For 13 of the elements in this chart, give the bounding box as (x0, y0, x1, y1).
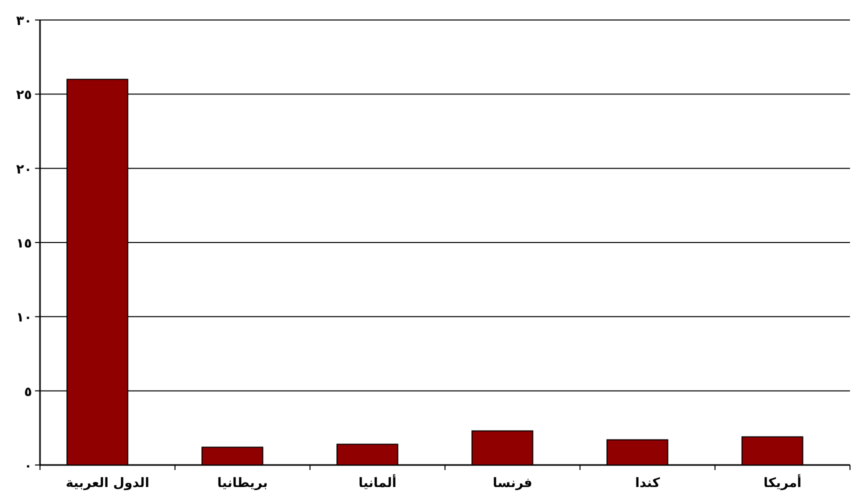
x-tick-label: فرنسا (492, 476, 532, 491)
x-tick-label: الدول العربية (66, 476, 150, 491)
x-tick-label: كندا (635, 476, 660, 491)
x-tick-label: أمريكا (764, 474, 802, 491)
y-tick-label: ١٠ (16, 310, 32, 326)
y-tick-label: ٢٠ (16, 162, 32, 178)
y-tick-label: ٢٥ (16, 88, 32, 104)
y-tick-label: ٥ (24, 384, 32, 400)
y-tick-label: ٠ (24, 459, 32, 474)
y-tick-label: ١٥ (16, 236, 32, 252)
x-tick-label: بريطانيا (217, 476, 268, 491)
x-tick-label: ألمانيا (358, 474, 397, 491)
y-tick-label: ٣٠ (16, 14, 32, 29)
